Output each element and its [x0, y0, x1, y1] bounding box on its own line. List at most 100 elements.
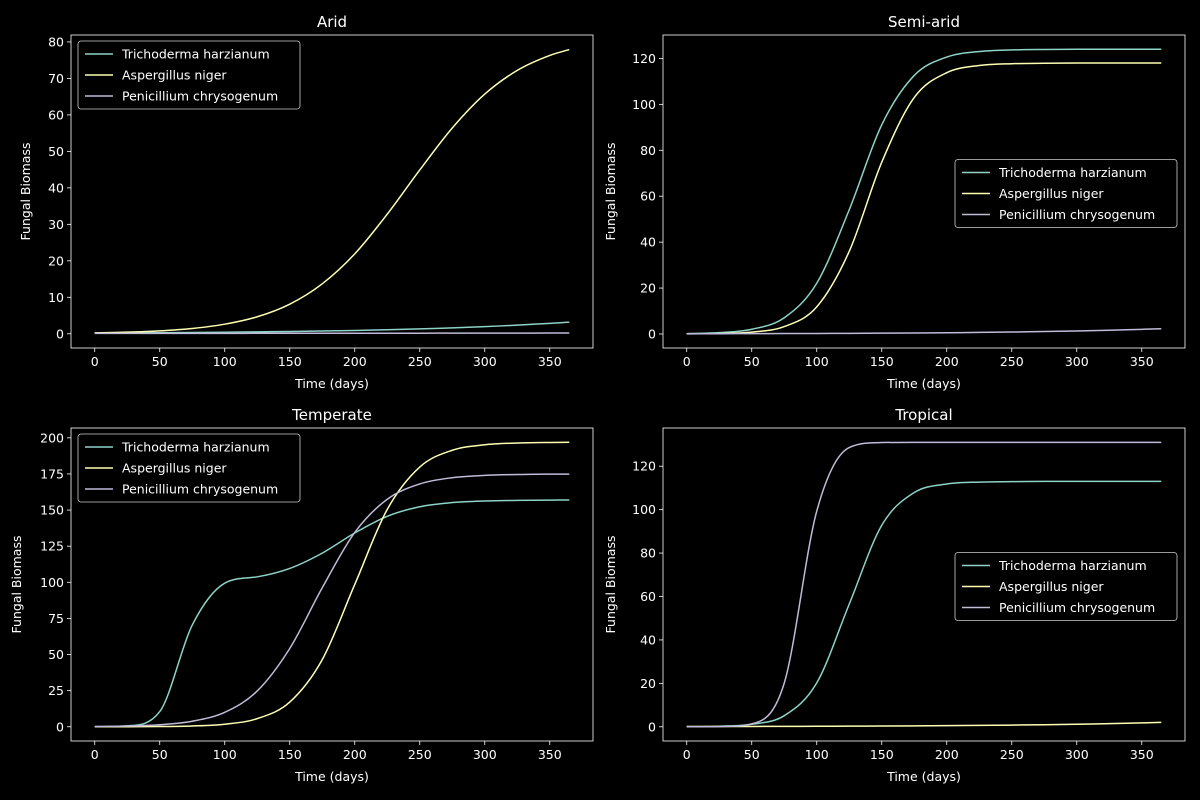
legend: Trichoderma harzianum Aspergillus niger Pe… [77, 40, 301, 110]
x-tick-label: 150 [870, 354, 894, 369]
series-line-penicillium-chrysogenum [686, 327, 1162, 335]
subplot-temperate: Temperate Time (days) Fungal Biomass 0 50 100… [9, 406, 594, 784]
legend: Trichoderma harzianum Aspergillus niger Pe… [954, 159, 1178, 228]
y-tick-label: 25 [48, 683, 64, 698]
y-tick-label: 200 [40, 430, 64, 445]
legend-label: Penicillium chrysogenum [999, 600, 1155, 615]
x-tick-label: 200 [343, 747, 367, 762]
legend-label: Trichoderma harzianum [998, 558, 1147, 573]
y-tick-label: 30 [48, 217, 64, 232]
y-tick-label: 40 [640, 235, 656, 250]
y-axis-label: Fungal Biomass [18, 143, 33, 241]
y-tick-label: 80 [640, 143, 656, 158]
x-tick-label: 150 [278, 747, 302, 762]
subplot-title: Temperate [291, 406, 372, 424]
y-tick-label: 0 [648, 326, 656, 341]
x-tick-label: 50 [152, 747, 168, 762]
x-tick-label: 250 [1000, 354, 1024, 369]
legend-label: Trichoderma harzianum [121, 47, 270, 62]
y-tick-label: 20 [640, 281, 656, 296]
legend-box [954, 552, 1178, 621]
legend-label: Penicillium chrysogenum [122, 482, 278, 497]
x-tick-label: 150 [870, 747, 894, 762]
x-tick-label: 300 [473, 354, 497, 369]
y-tick-label: 125 [40, 539, 64, 554]
y-tick-label: 120 [632, 51, 656, 66]
x-tick-label: 250 [1000, 747, 1024, 762]
subplot-semi-arid: Semi-arid Time (days) Fungal Biomass 0 50 100… [603, 13, 1186, 391]
x-tick-label: 200 [343, 354, 367, 369]
legend-label: Trichoderma harzianum [998, 165, 1147, 180]
y-tick-label: 0 [56, 326, 64, 341]
x-tick-label: 350 [538, 354, 562, 369]
series-line-trichoderma-harzianum [94, 321, 570, 334]
axes-frame [662, 34, 1186, 349]
x-tick-label: 0 [683, 747, 691, 762]
series-line-penicillium-chrysogenum [94, 473, 570, 728]
axes-frame [70, 34, 594, 349]
legend-label: Aspergillus niger [122, 68, 227, 83]
x-tick-label: 300 [1065, 354, 1089, 369]
y-tick-label: 40 [48, 180, 64, 195]
y-tick-label: 40 [640, 632, 656, 647]
legend-box [77, 40, 301, 110]
y-tick-label: 20 [640, 676, 656, 691]
y-tick-label: 150 [40, 503, 64, 518]
x-tick-label: 200 [935, 354, 959, 369]
y-tick-label: 80 [640, 546, 656, 561]
series-line-aspergillus-niger [686, 62, 1162, 335]
y-axis-label: Fungal Biomass [603, 536, 618, 634]
x-tick-label: 350 [538, 747, 562, 762]
x-tick-label: 50 [744, 354, 760, 369]
x-tick-label: 300 [473, 747, 497, 762]
x-axis-label: Time (days) [294, 376, 369, 391]
legend-label: Aspergillus niger [999, 579, 1104, 594]
x-tick-label: 250 [408, 354, 432, 369]
y-tick-label: 50 [48, 144, 64, 159]
y-tick-label: 100 [632, 97, 656, 112]
legend-box [954, 159, 1178, 228]
axes-frame [70, 427, 594, 742]
legend-label: Trichoderma harzianum [121, 440, 270, 455]
y-tick-label: 75 [48, 611, 64, 626]
y-tick-label: 0 [56, 719, 64, 734]
subplot-tropical: Tropical Time (days) Fungal Biomass 0 50 100 1… [603, 406, 1186, 784]
y-tick-label: 20 [48, 253, 64, 268]
series-line-trichoderma-harzianum [94, 499, 570, 728]
y-tick-label: 120 [632, 459, 656, 474]
subplot-title: Tropical [894, 406, 952, 424]
legend-label: Aspergillus niger [999, 186, 1104, 201]
x-tick-label: 100 [805, 354, 829, 369]
series-line-aspergillus-niger [94, 441, 570, 728]
x-tick-label: 50 [744, 747, 760, 762]
x-tick-label: 100 [805, 747, 829, 762]
y-axis-label: Fungal Biomass [9, 536, 24, 634]
y-tick-label: 50 [48, 647, 64, 662]
x-axis-label: Time (days) [294, 769, 369, 784]
x-tick-label: 0 [91, 354, 99, 369]
y-tick-label: 100 [40, 575, 64, 590]
legend-label: Aspergillus niger [122, 461, 227, 476]
series-line-trichoderma-harzianum [686, 48, 1162, 335]
subplot-title: Arid [317, 13, 347, 31]
x-tick-label: 50 [152, 354, 168, 369]
legend-label: Penicillium chrysogenum [999, 207, 1155, 222]
x-tick-label: 0 [683, 354, 691, 369]
y-tick-label: 0 [648, 719, 656, 734]
legend-box [77, 433, 301, 503]
x-axis-label: Time (days) [886, 376, 961, 391]
x-tick-label: 150 [278, 354, 302, 369]
series-line-aspergillus-niger [686, 721, 1162, 728]
x-tick-label: 350 [1130, 747, 1154, 762]
y-tick-label: 60 [640, 189, 656, 204]
y-tick-label: 60 [48, 107, 64, 122]
x-tick-label: 200 [935, 747, 959, 762]
x-tick-label: 250 [408, 747, 432, 762]
x-axis-label: Time (days) [886, 769, 961, 784]
y-tick-label: 70 [48, 71, 64, 86]
legend: Trichoderma harzianum Aspergillus niger Pe… [954, 552, 1178, 621]
legend-label: Penicillium chrysogenum [122, 89, 278, 104]
y-tick-label: 100 [632, 502, 656, 517]
x-tick-label: 300 [1065, 747, 1089, 762]
